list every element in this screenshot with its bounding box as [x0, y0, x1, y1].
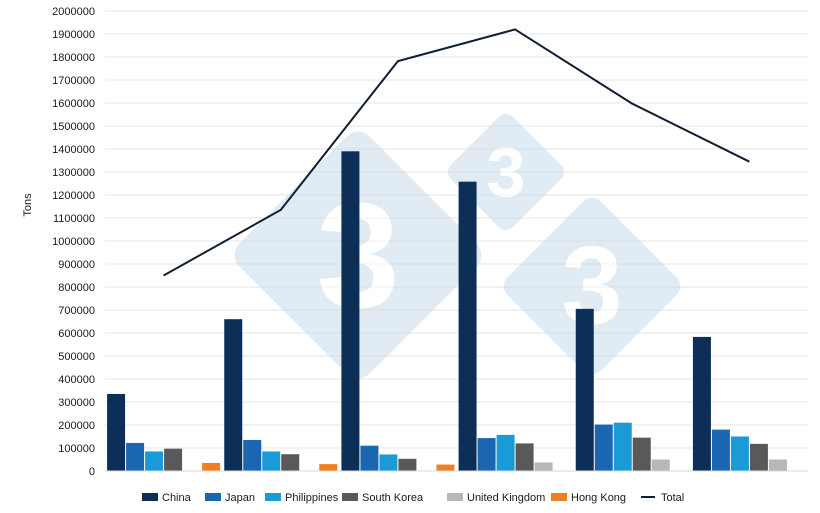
- y-tick-label: 1400000: [52, 144, 95, 156]
- y-tick-label: 200000: [58, 420, 95, 432]
- bar-philippines: [613, 422, 632, 471]
- bar-china: [224, 319, 243, 471]
- bar-japan: [594, 424, 613, 471]
- legend-swatch-japan: [205, 493, 221, 501]
- bar-south-korea: [398, 458, 417, 471]
- bar-china: [107, 393, 126, 471]
- bar-hong-kong: [202, 462, 221, 471]
- y-tick-label: 1600000: [52, 98, 95, 110]
- y-tick-label: 1100000: [53, 213, 95, 225]
- legend-label-china: China: [162, 492, 192, 504]
- y-tick-label: 100000: [58, 443, 95, 455]
- bar-japan: [477, 438, 496, 471]
- bar-hong-kong: [319, 464, 338, 471]
- bar-japan: [243, 439, 262, 471]
- bars: [107, 151, 787, 472]
- y-axis-title: Tons: [22, 193, 34, 217]
- legend-label-south-korea: South Korea: [362, 492, 424, 504]
- legend-swatch-south-korea: [342, 493, 358, 501]
- y-tick-label: 500000: [58, 351, 95, 363]
- y-tick-label: 1500000: [52, 121, 95, 133]
- legend-swatch-philippines: [265, 493, 281, 501]
- bar-hong-kong: [436, 464, 455, 471]
- y-tick-label: 1700000: [52, 75, 95, 87]
- y-tick-label: 2000000: [52, 6, 95, 18]
- legend-label-hong-kong: Hong Kong: [571, 492, 626, 504]
- y-tick-label: 1300000: [52, 167, 95, 179]
- bar-philippines: [262, 451, 281, 471]
- bar-south-korea: [749, 443, 768, 471]
- bar-philippines: [145, 451, 164, 471]
- legend-swatch-hong-kong: [551, 493, 567, 501]
- y-tick-label: 1000000: [52, 236, 95, 248]
- bar-south-korea: [515, 443, 534, 471]
- bar-philippines: [379, 454, 398, 471]
- bar-japan: [711, 429, 730, 471]
- bar-china: [692, 336, 711, 471]
- legend-label-united-kingdom: United Kingdom: [467, 492, 545, 504]
- bar-united-kingdom: [768, 459, 787, 471]
- bar-united-kingdom: [651, 459, 670, 471]
- legend-label-japan: Japan: [225, 492, 255, 504]
- bar-china: [575, 308, 594, 471]
- bar-japan: [126, 442, 145, 471]
- bar-china: [458, 181, 477, 471]
- bar-south-korea: [281, 454, 300, 471]
- legend-label-philippines: Philippines: [285, 492, 339, 504]
- bar-united-kingdom: [534, 462, 553, 471]
- y-axis: 0 100000 200000 300000 400000 500000 600000 700…: [52, 6, 95, 478]
- bar-japan: [360, 445, 379, 471]
- y-tick-label: 0: [89, 466, 95, 478]
- bar-south-korea: [164, 448, 183, 471]
- bar-china: [341, 151, 360, 472]
- legend-swatch-china: [142, 493, 158, 501]
- legend-label-total: Total: [661, 492, 684, 504]
- line-total: [163, 28, 750, 277]
- y-tick-label: 300000: [58, 397, 95, 409]
- y-tick-label: 400000: [58, 374, 95, 386]
- svg-text:3: 3: [487, 133, 526, 211]
- y-tick-label: 1200000: [52, 190, 95, 202]
- y-tick-label: 1800000: [52, 52, 95, 64]
- y-tick-label: 700000: [58, 305, 95, 317]
- total-line-series: [163, 28, 750, 277]
- bar-south-korea: [632, 437, 651, 471]
- legend-swatch-united-kingdom: [447, 493, 463, 501]
- bar-philippines: [730, 436, 749, 471]
- legend: China Japan Philippines South Korea United K…: [142, 492, 684, 504]
- y-tick-label: 900000: [58, 259, 95, 271]
- y-tick-label: 600000: [58, 328, 95, 340]
- y-tick-label: 1900000: [52, 29, 95, 41]
- bar-philippines: [496, 434, 515, 471]
- y-tick-label: 800000: [58, 282, 95, 294]
